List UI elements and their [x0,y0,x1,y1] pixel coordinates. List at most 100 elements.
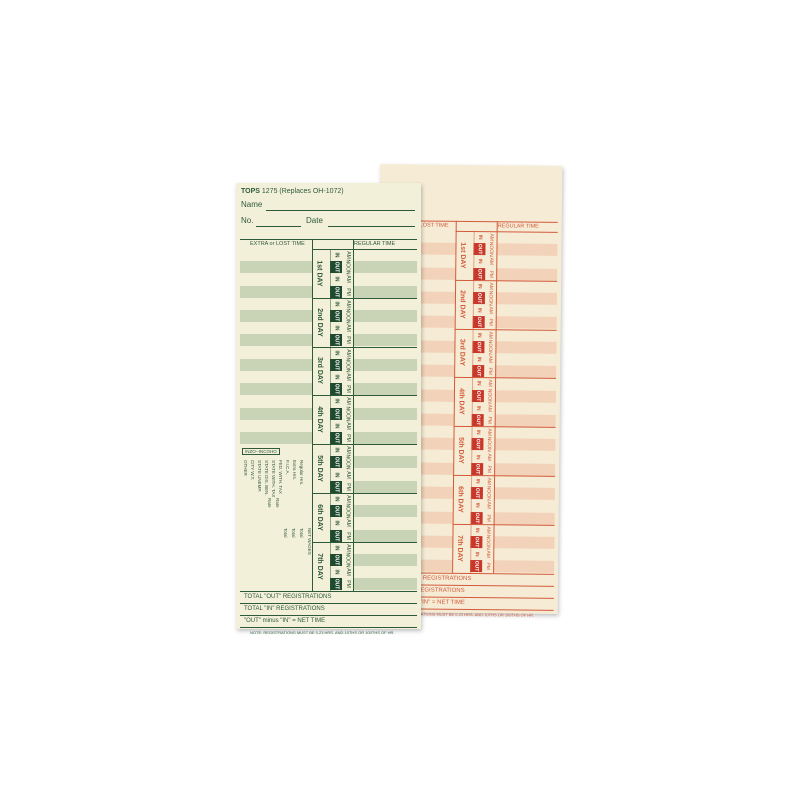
regular-time-cell[interactable] [494,451,555,464]
regular-time-cell[interactable] [353,371,417,383]
regular-time-cell[interactable] [495,402,556,415]
regular-time-cell[interactable] [353,310,417,322]
io-label: OUT [333,261,339,273]
extra-time-cell[interactable] [240,358,312,371]
regular-time-cell[interactable] [353,358,417,371]
extra-time-cell[interactable] [240,322,312,334]
note-text: NOTE: REGISTRATIONS MUST BE 0.23 HRS. AN… [250,629,395,635]
regular-time-cell[interactable] [493,536,555,549]
extra-time-cell[interactable] [240,249,312,261]
extra-time-cell[interactable] [240,407,312,420]
deduction-label: F.I.C.A. [285,460,290,475]
regular-time-cell[interactable] [495,341,557,354]
regular-time-cell[interactable] [495,378,556,391]
io-label: IN [476,283,483,289]
regular-time-cell[interactable] [353,542,417,554]
total-out-label: TOTAL "OUT" REGISTRATIONS [244,593,332,600]
regular-time-cell[interactable] [353,261,417,274]
regular-time-cell[interactable] [494,438,556,452]
io-label: OUT [474,439,481,450]
io-label: OUT [333,286,339,297]
io-label: OUT [473,536,480,548]
extra-time-cell[interactable] [240,383,312,396]
io-label: OUT [473,561,480,572]
regular-time-cell[interactable] [494,500,555,513]
net-label: "OUT" minus "IN" = NET TIME [244,617,326,624]
regular-time-cell[interactable] [353,285,417,298]
regular-time-cell[interactable] [494,414,556,427]
extra-time-cell[interactable] [240,420,312,432]
regular-time-cell[interactable] [353,407,417,420]
extra-time-cell[interactable] [240,371,312,383]
regular-time-cell[interactable] [353,395,417,407]
regular-time-cell[interactable] [353,347,417,359]
regular-time-cell[interactable] [353,493,417,505]
regular-time-cell[interactable] [493,487,555,501]
io-label: IN [473,527,480,533]
regular-time-cell[interactable] [495,365,557,379]
regular-time-cell[interactable] [496,267,558,281]
regular-time-cell[interactable] [353,517,417,529]
wage-label: Total [299,528,304,538]
regular-time-cell[interactable] [495,353,556,366]
regular-time-cell[interactable] [494,389,556,403]
no-field[interactable] [256,226,301,227]
extra-time-cell[interactable] [240,578,312,590]
regular-time-cell[interactable] [493,560,555,574]
regular-time-cell[interactable] [496,243,558,257]
regular-time-cell[interactable] [353,566,417,578]
regular-time-cell[interactable] [353,505,417,518]
extra-time-cell[interactable] [240,554,312,566]
extra-time-cell[interactable] [240,298,312,310]
extra-time-cell[interactable] [240,273,312,285]
extra-time-cell[interactable] [240,432,312,444]
extra-time-cell[interactable] [240,334,312,347]
extra-time-cell[interactable] [240,285,312,298]
regular-time-cell[interactable] [494,475,555,488]
regular-time-cell[interactable] [353,444,417,456]
regular-time-cell[interactable] [353,578,417,591]
regular-time-cell[interactable] [353,273,417,285]
regular-time-cell[interactable] [353,529,417,542]
period-label: AM [484,526,492,534]
regular-time-cell[interactable] [496,329,557,342]
period-label: PM [344,531,351,540]
extra-time-cell[interactable] [240,347,312,359]
regular-time-cell[interactable] [353,456,417,469]
extra-time-cell[interactable] [240,261,312,274]
regular-time-cell[interactable] [353,298,417,310]
regular-time-cell[interactable] [495,292,558,305]
name-label: Name [241,200,263,209]
period-label: AM [488,233,495,242]
time-row: OUT PM [240,383,417,396]
regular-time-cell[interactable] [353,432,417,444]
regular-time-cell[interactable] [353,554,417,566]
extra-time-cell[interactable] [240,310,312,322]
date-field[interactable] [328,226,415,227]
regular-time-cell[interactable] [494,426,555,439]
regular-time-cell[interactable] [353,469,417,481]
extra-time-cell[interactable] [240,542,312,554]
regular-time-cell[interactable] [493,548,554,561]
regular-time-cell[interactable] [496,304,557,317]
regular-time-cell[interactable] [496,280,557,293]
regular-time-cell[interactable] [353,322,417,334]
regular-time-cell[interactable] [353,249,417,261]
regular-time-cell[interactable] [353,420,417,432]
regular-time-cell[interactable] [353,480,417,493]
extra-time-cell[interactable] [240,395,312,407]
name-field[interactable] [266,210,415,211]
regular-time-cell[interactable] [493,524,554,537]
regular-time-cell[interactable] [353,334,417,347]
regular-time-cell[interactable] [497,231,558,244]
deduction-label: STATE DIS. BEN. [264,460,269,496]
regular-time-cell[interactable] [496,256,557,269]
regular-time-cell[interactable] [493,511,555,525]
extra-time-cell[interactable] [240,566,312,578]
io-label: IN [333,472,339,478]
period-label: AM [344,275,351,284]
code-box: INZO--INCOHO [242,448,280,456]
regular-time-cell[interactable] [494,463,556,476]
regular-time-cell[interactable] [353,383,417,396]
regular-time-cell[interactable] [495,316,557,330]
